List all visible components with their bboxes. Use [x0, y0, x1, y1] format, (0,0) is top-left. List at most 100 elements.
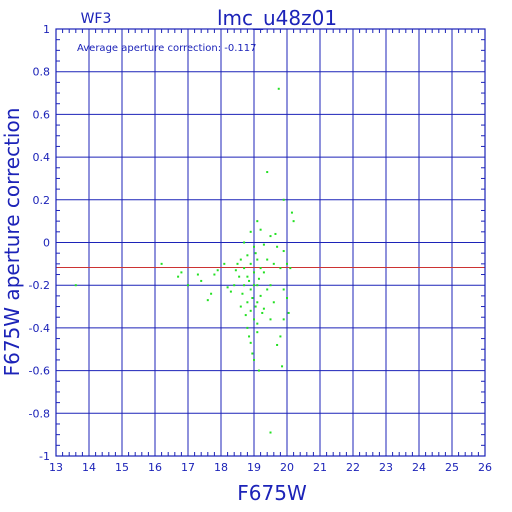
data-point: [246, 254, 249, 257]
x-tick-label: 25: [445, 461, 459, 474]
y-tick-label: -1: [39, 450, 50, 463]
data-point: [282, 250, 285, 253]
plot-frame: [55, 28, 486, 457]
data-point: [233, 284, 236, 287]
data-point: [249, 262, 252, 265]
data-point: [266, 288, 269, 291]
data-point: [210, 292, 213, 295]
data-point: [187, 284, 189, 287]
data-point: [289, 267, 292, 270]
data-point: [256, 284, 259, 287]
data-point: [244, 314, 247, 317]
data-point: [243, 284, 246, 287]
data-point: [261, 311, 264, 314]
data-point: [254, 252, 257, 255]
y-tick-label: 0.8: [33, 66, 51, 79]
data-point: [239, 305, 242, 308]
y-tick-label: 0.2: [33, 194, 51, 207]
data-point: [251, 297, 254, 300]
data-point: [177, 275, 180, 278]
data-point: [269, 318, 272, 321]
data-point: [256, 258, 259, 261]
data-point: [248, 279, 251, 282]
data-point: [259, 294, 262, 297]
data-points: [74, 87, 295, 434]
data-point: [269, 431, 272, 434]
grid-lines: [55, 28, 486, 457]
y-axis-label: F675W aperture correction: [0, 108, 24, 377]
data-point: [249, 288, 252, 291]
data-point: [256, 220, 259, 223]
x-tick-label: 17: [181, 461, 195, 474]
data-point: [256, 322, 259, 325]
y-tick-label: 1: [43, 23, 50, 36]
data-point: [272, 301, 275, 304]
data-point: [272, 262, 275, 265]
data-point: [256, 301, 259, 304]
data-point: [223, 262, 226, 265]
data-point: [226, 286, 229, 289]
data-point: [262, 271, 265, 274]
data-point: [286, 262, 288, 265]
data-point: [259, 267, 262, 270]
data-point: [276, 245, 279, 248]
data-point: [236, 262, 239, 265]
data-point: [262, 307, 265, 310]
data-point: [243, 241, 246, 244]
y-tick-label: -0.4: [29, 322, 50, 335]
x-tick-label: 21: [313, 461, 327, 474]
data-point: [238, 275, 241, 278]
data-point: [253, 358, 255, 361]
x-tick-label: 23: [379, 461, 393, 474]
data-point: [282, 198, 285, 201]
data-point: [274, 232, 277, 235]
chart-title: lmc_u48z01: [217, 6, 337, 30]
data-point: [253, 245, 255, 248]
data-point: [246, 326, 249, 329]
data-point: [241, 292, 244, 295]
data-point: [253, 271, 255, 274]
data-point: [269, 284, 272, 287]
data-point: [277, 87, 280, 90]
x-tick-label: 15: [115, 461, 129, 474]
data-point: [290, 211, 293, 214]
data-point: [249, 230, 252, 233]
y-tick-label: 0: [43, 237, 50, 250]
x-tick-label: 16: [148, 461, 162, 474]
x-tick-label: 22: [346, 461, 360, 474]
data-point: [257, 369, 260, 372]
data-point: [248, 335, 251, 338]
data-point: [257, 277, 260, 280]
data-point: [213, 273, 216, 276]
data-point: [246, 275, 249, 278]
data-point: [266, 258, 269, 261]
average-correction-annotation: Average aperture correction: -0.117: [77, 43, 257, 54]
y-tick-label: -0.8: [29, 407, 50, 420]
data-point: [74, 284, 77, 287]
data-point: [281, 365, 284, 368]
y-tick-label: 0.4: [33, 151, 51, 164]
data-point: [253, 318, 255, 321]
data-point: [251, 352, 254, 355]
data-point: [160, 262, 163, 265]
data-point: [234, 269, 237, 272]
data-point: [292, 220, 295, 223]
data-point: [256, 331, 259, 334]
data-point: [279, 267, 282, 270]
data-point: [206, 299, 209, 302]
data-point: [200, 279, 203, 282]
data-point: [282, 318, 285, 321]
x-tick-labels: 13 14 15 16 17 18 19 20 21 22 23 24 25 26: [49, 461, 492, 474]
x-tick-label: 24: [412, 461, 426, 474]
plot-border: [55, 28, 486, 457]
chart-subtitle: WF3: [81, 11, 112, 27]
data-point: [239, 258, 242, 261]
data-point: [246, 301, 249, 304]
x-tick-label: 13: [49, 461, 63, 474]
data-point: [249, 309, 252, 312]
x-tick-label: 26: [478, 461, 492, 474]
data-point: [269, 235, 272, 238]
data-point: [266, 171, 269, 174]
x-tick-label: 20: [280, 461, 294, 474]
